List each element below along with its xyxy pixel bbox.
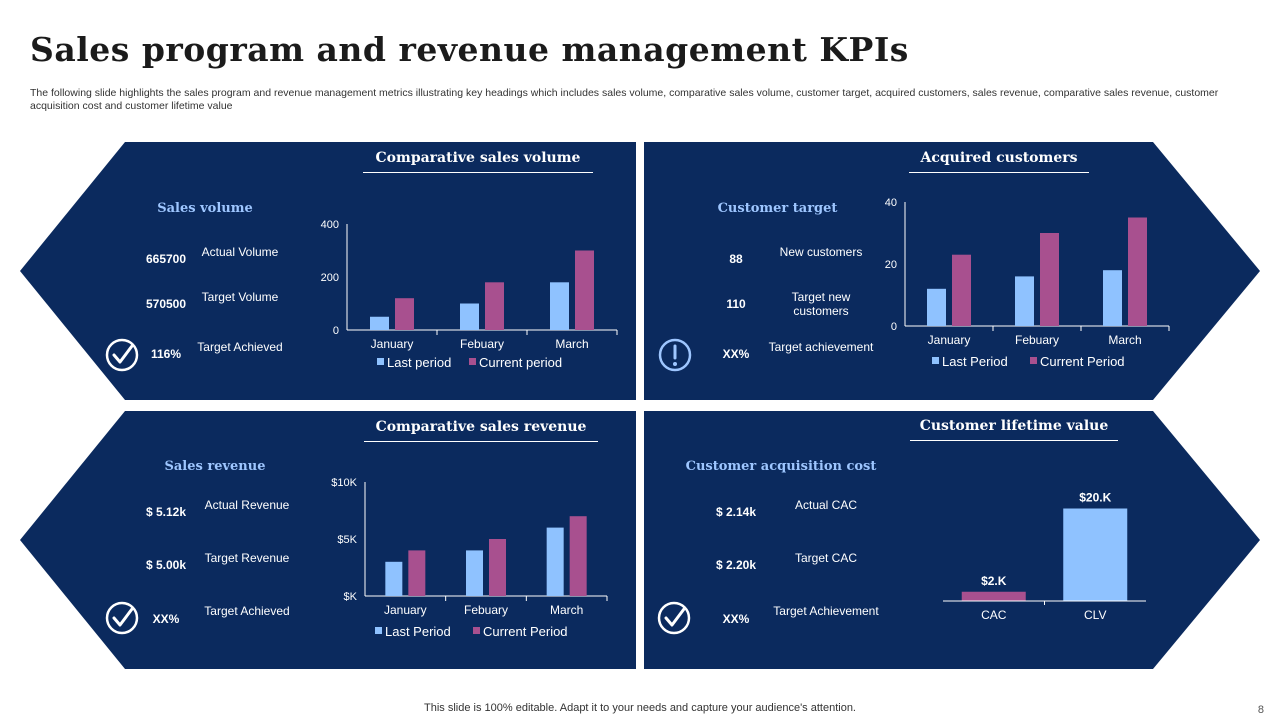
y-tick-label: 400: [321, 219, 339, 231]
page-number: 8: [1257, 704, 1264, 716]
kpi-value: 570500: [145, 297, 187, 311]
legend-label: Current period: [479, 355, 562, 370]
kpi-value: $ 2.14k: [715, 505, 757, 519]
kpi-value: $ 2.20k: [715, 558, 757, 572]
bar-last-march: [546, 527, 564, 596]
y-tick-label: 200: [321, 272, 339, 284]
kpi-value: 116%: [150, 347, 182, 361]
x-tick-label: Febuary: [464, 603, 508, 617]
bar-current-febuary: [1040, 233, 1059, 326]
kpi-label: Target Achieved: [204, 604, 290, 618]
panel-title-sales-volume: Comparative sales volume: [363, 150, 593, 173]
bar-current-febuary: [485, 282, 504, 330]
kpi-value: 88: [729, 252, 743, 266]
kpi-label: Target Volume: [201, 290, 279, 304]
checkmark-circle-icon: [657, 601, 691, 635]
kpi-value: 665700: [145, 252, 187, 266]
x-tick-label: January: [384, 603, 427, 617]
panel-top-left: [20, 142, 636, 400]
y-tick-label: $K: [344, 591, 358, 603]
x-tick-label: CAC: [981, 608, 1007, 622]
footer-note: This slide is 100% editable. Adapt it to…: [424, 702, 856, 714]
legend-swatch: [377, 358, 384, 365]
checkmark-circle-icon: [105, 601, 139, 635]
bar-last-febuary: [1015, 276, 1034, 326]
x-tick-label: March: [1108, 333, 1141, 347]
kpi-label: Target Achievement: [773, 604, 879, 618]
kpi-value: XX%: [152, 612, 180, 626]
kpi-label: Target new customers: [791, 290, 851, 318]
x-tick-label: CLV: [1084, 608, 1106, 622]
bar-last-january: [385, 561, 403, 596]
x-tick-label: Febuary: [460, 337, 504, 351]
kpi-heading-customer-target: Customer target: [717, 201, 838, 216]
x-tick-label: Febuary: [1015, 333, 1059, 347]
kpi-label: Actual CAC: [794, 498, 858, 512]
bar-last-febuary: [466, 550, 483, 596]
legend-label: Current Period: [1040, 354, 1125, 369]
kpi-value: XX%: [722, 347, 750, 361]
kpi-value: XX%: [722, 612, 750, 626]
kpi-label: Target Achieved: [197, 340, 283, 354]
kpi-label: Actual Volume: [201, 245, 279, 259]
y-tick-label: 0: [891, 321, 897, 333]
bar-last-january: [370, 316, 389, 330]
panel-title-acquired-customers: Acquired customers: [909, 150, 1089, 173]
kpi-label: Target Revenue: [204, 551, 290, 565]
bar-current-march: [569, 516, 587, 596]
page-subtitle: The following slide highlights the sales…: [30, 87, 1219, 112]
bar-last-march: [1103, 270, 1122, 326]
page-title: Sales program and revenue management KPI…: [30, 30, 909, 69]
legend-swatch: [473, 627, 480, 634]
y-tick-label: 20: [885, 259, 897, 271]
exclamation-circle-icon: [658, 338, 692, 372]
bar-clv: [1063, 508, 1128, 601]
legend-label: Last Period: [385, 624, 451, 639]
bar-last-january: [927, 288, 946, 326]
bar-last-march: [550, 282, 569, 330]
kpi-heading-sales-revenue: Sales revenue: [164, 459, 266, 474]
kpi-heading-sales-volume: Sales volume: [157, 201, 253, 216]
y-tick-label: 0: [333, 325, 339, 337]
bar-current-january: [952, 254, 971, 326]
legend-label: Current Period: [483, 624, 568, 639]
legend-swatch: [932, 357, 939, 364]
data-label: $20.K: [1079, 491, 1111, 505]
panel-title-customer-lifetime-value: Customer lifetime value: [910, 418, 1118, 441]
x-tick-label: March: [550, 603, 583, 617]
legend-swatch: [469, 358, 476, 365]
bar-current-january: [408, 550, 426, 596]
panel-bottom-right: [644, 411, 1260, 669]
y-tick-label: 40: [885, 197, 897, 209]
data-label: $2.K: [981, 574, 1007, 588]
x-tick-label: January: [371, 337, 414, 351]
y-tick-label: $5K: [337, 534, 357, 546]
kpi-value: $ 5.12k: [145, 505, 187, 519]
bar-cac: [961, 591, 1026, 601]
kpi-heading-customer-acquisition-cost: Customer acquisition cost: [685, 459, 877, 474]
legend-swatch: [375, 627, 382, 634]
y-tick-label: $10K: [331, 477, 357, 489]
kpi-value: $ 5.00k: [145, 558, 187, 572]
x-tick-label: March: [555, 337, 588, 351]
panel-bottom-left: [20, 411, 636, 669]
x-tick-label: January: [928, 333, 971, 347]
legend-label: Last Period: [942, 354, 1008, 369]
bar-current-march: [575, 250, 594, 330]
kpi-label: Target achievement: [768, 340, 874, 354]
kpi-label: Target CAC: [794, 551, 858, 565]
bar-current-febuary: [489, 539, 506, 596]
legend-swatch: [1030, 357, 1037, 364]
bar-last-febuary: [460, 303, 479, 330]
bar-current-january: [395, 298, 414, 330]
kpi-label: Actual Revenue: [204, 498, 290, 512]
kpi-value: 110: [726, 297, 746, 311]
panel-title-sales-revenue: Comparative sales revenue: [364, 419, 598, 442]
legend-label: Last period: [387, 355, 451, 370]
bar-current-march: [1128, 217, 1147, 326]
checkmark-circle-icon: [105, 338, 139, 372]
kpi-label: New customers: [779, 245, 863, 259]
